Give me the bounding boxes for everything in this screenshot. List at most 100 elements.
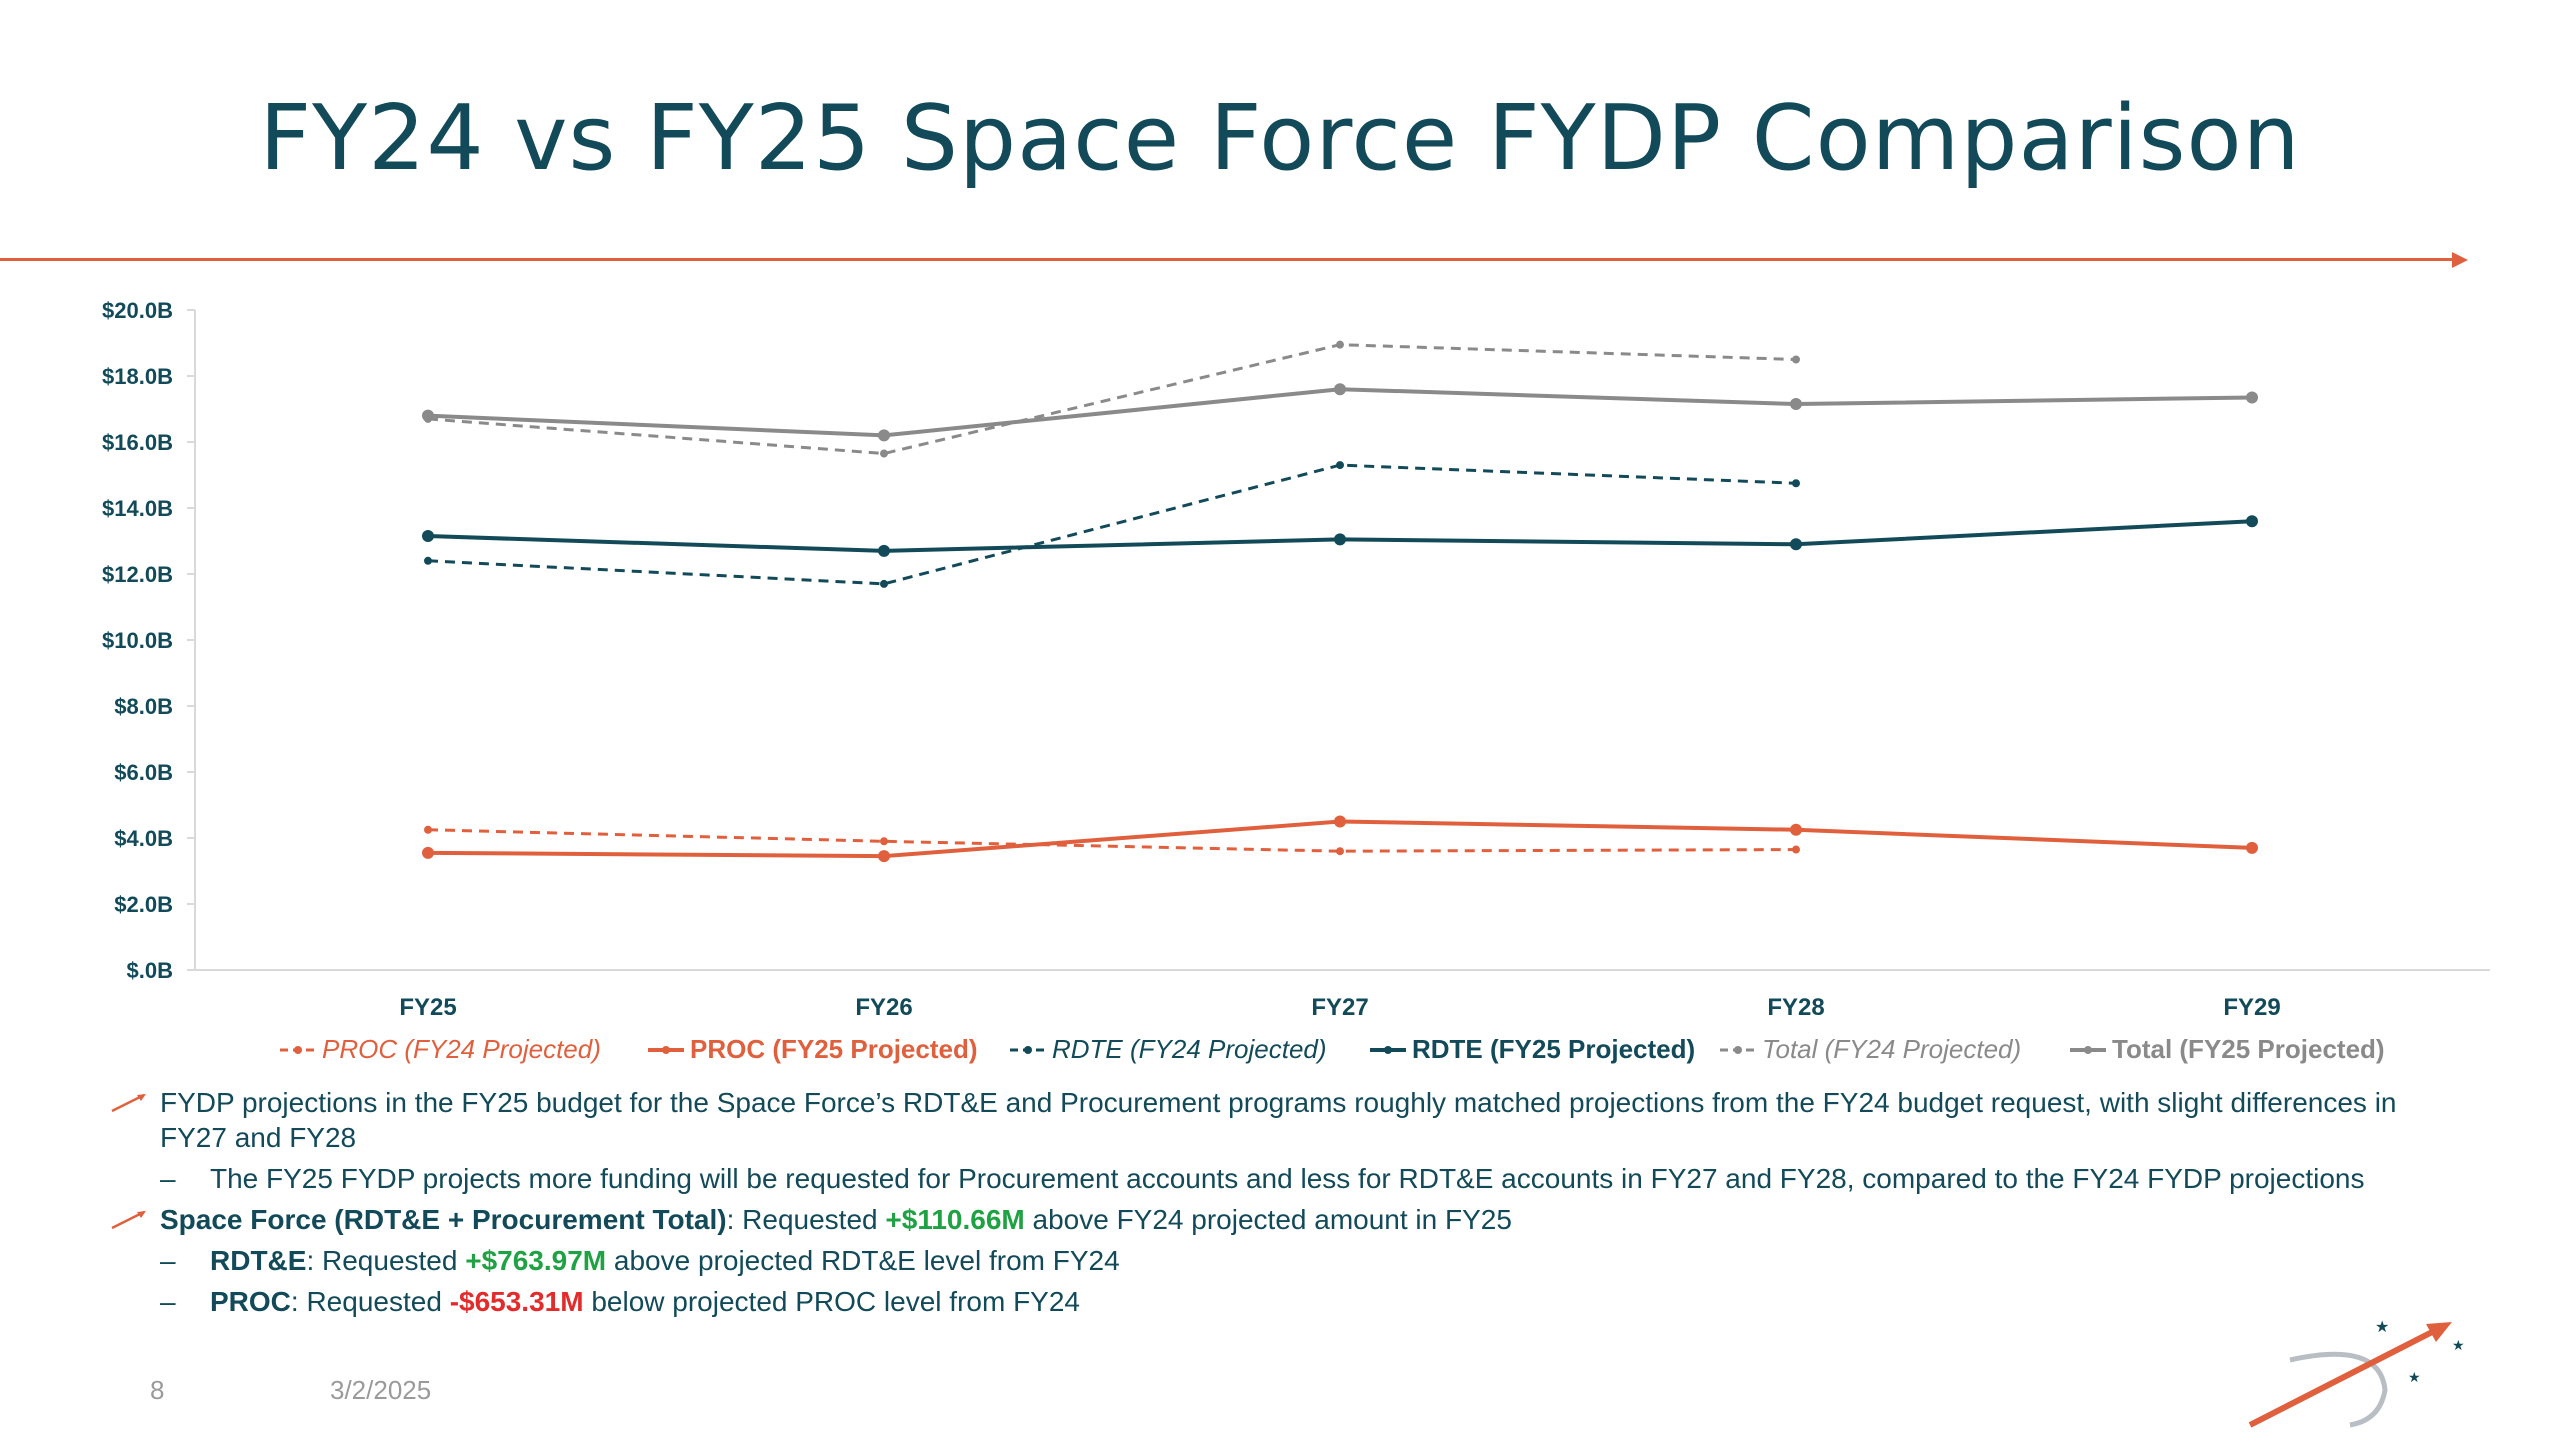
legend-label: RDTE (FY25 Projected): [1412, 1034, 1695, 1064]
legend-marker: [294, 1046, 302, 1054]
data-point: [1790, 538, 1802, 551]
y-tick-label: $20.0B: [102, 298, 173, 323]
y-tick-label: $6.0B: [114, 760, 173, 785]
legend-marker: [1384, 1046, 1392, 1054]
y-tick-label: $.0B: [127, 958, 173, 983]
y-tick-label: $16.0B: [102, 430, 173, 455]
legend-item: Total (FY24 Projected): [1720, 1034, 2021, 1064]
y-tick-label: $12.0B: [102, 562, 173, 587]
bullet-post-text: above FY24 projected amount in FY25: [1024, 1204, 1512, 1235]
legend-marker: [2084, 1046, 2092, 1054]
chart-series: [422, 340, 2258, 863]
series-proc-fy24-projected: [424, 825, 1800, 856]
slide-date: 3/2/2025: [330, 1375, 432, 1405]
data-point: [1792, 479, 1800, 488]
divider-arrowhead: [2452, 252, 2468, 268]
legend-marker: [662, 1046, 670, 1054]
arrow-bullet-icon: [111, 1093, 146, 1113]
legend-item: RDTE (FY25 Projected): [1370, 1034, 1695, 1064]
legend-item: PROC (FY24 Projected): [280, 1034, 601, 1064]
chart-legend: PROC (FY24 Projected) PROC (FY25 Projecte…: [280, 1034, 2385, 1064]
dash-marker: –: [160, 1245, 176, 1276]
sub-bullet-pre-text: : Requested: [290, 1286, 450, 1317]
data-point: [422, 409, 434, 422]
series-line: [427, 387, 2253, 438]
sub-bullet-proc: – PROC: Requested -$653.31M below projec…: [110, 1284, 2410, 1319]
x-tick-label: FY27: [1311, 994, 1368, 1021]
data-point: [1336, 461, 1344, 470]
data-point: [424, 556, 432, 565]
legend-label: PROC (FY24 Projected): [322, 1034, 601, 1064]
series-total-fy25-projected: [422, 383, 2258, 442]
data-point: [422, 846, 434, 859]
sub-bullet-fydp-funding: – The FY25 FYDP projects more funding wi…: [110, 1161, 2410, 1196]
bullet-space-force-total: Space Force (RDT&E + Procurement Total):…: [110, 1202, 2410, 1237]
series-rdte-fy25-projected: [422, 515, 2258, 557]
sub-bullet-post-text: above projected RDT&E level from FY24: [606, 1245, 1120, 1276]
sub-bullet-rdte: – RDT&E: Requested +$763.97M above proje…: [110, 1243, 2410, 1278]
y-tick-label: $8.0B: [114, 694, 173, 719]
y-tick-label: $14.0B: [102, 496, 173, 521]
legend-marker: [1024, 1046, 1032, 1054]
data-point: [2246, 841, 2258, 854]
data-point: [1792, 355, 1800, 364]
arrow-bullet-icon: [111, 1210, 146, 1230]
legend-label: Total (FY24 Projected): [1762, 1034, 2021, 1064]
y-tick-label: $10.0B: [102, 628, 173, 653]
bullet-pre-text: : Requested: [726, 1204, 886, 1235]
space-force-logo-icon: ★ ★ ★: [2248, 1317, 2465, 1428]
x-tick-label: FY25: [399, 994, 456, 1021]
positive-amount: +$763.97M: [465, 1245, 607, 1276]
sub-bullet-bold-label: PROC: [210, 1286, 291, 1317]
svg-text:★: ★: [2375, 1317, 2389, 1336]
y-tick-label: $4.0B: [114, 826, 173, 851]
data-point: [1790, 398, 1802, 411]
bullet-list: FYDP projections in the FY25 budget for …: [110, 1085, 2410, 1325]
data-point: [1336, 340, 1344, 349]
legend-label: RDTE (FY24 Projected): [1052, 1034, 1327, 1064]
series-line: [427, 343, 1797, 456]
data-point: [880, 579, 888, 588]
negative-amount: -$653.31M: [449, 1286, 584, 1317]
x-tick-label: FY26: [855, 994, 912, 1021]
data-point: [1334, 533, 1346, 546]
chart-axes: $.0B $2.0B $4.0B $6.0B $8.0B $10.0B $12.0B $14.…: [102, 298, 2490, 1021]
data-point: [878, 429, 890, 442]
data-point: [1790, 823, 1802, 836]
data-point: [1334, 383, 1346, 396]
legend-marker: [1734, 1046, 1742, 1054]
dash-marker: –: [160, 1286, 176, 1317]
legend-label: PROC (FY25 Projected): [690, 1034, 978, 1064]
svg-text:★: ★: [2408, 1370, 2421, 1386]
bullet-text: FYDP projections in the FY25 budget for …: [160, 1087, 2397, 1153]
fydp-line-chart: $.0B $2.0B $4.0B $6.0B $8.0B $10.0B $12.0B $14.…: [102, 298, 2490, 1064]
series-line: [427, 463, 1797, 586]
data-point: [2246, 391, 2258, 404]
page-number: 8: [150, 1375, 165, 1405]
legend-item: PROC (FY25 Projected): [648, 1034, 978, 1064]
series-rdte-fy24-projected: [424, 461, 1800, 588]
legend-label: Total (FY25 Projected): [2112, 1034, 2385, 1064]
sub-bullet-text: The FY25 FYDP projects more funding will…: [210, 1163, 2365, 1194]
data-point: [422, 530, 434, 543]
series-line: [427, 828, 1797, 853]
slide-title: FY24 vs FY25 Space Force FYDP Comparison: [259, 86, 2301, 191]
x-tick-label: FY28: [1767, 994, 1824, 1021]
data-point: [878, 850, 890, 863]
data-point: [1336, 847, 1344, 856]
sub-bullet-post-text: below projected PROC level from FY24: [583, 1286, 1080, 1317]
data-point: [1334, 815, 1346, 828]
data-point: [424, 825, 432, 834]
positive-amount: +$110.66M: [885, 1204, 1025, 1235]
sub-bullet-bold-label: RDT&E: [210, 1245, 307, 1276]
x-tick-label: FY29: [2223, 994, 2280, 1021]
data-point: [1792, 845, 1800, 854]
legend-item: RDTE (FY24 Projected): [1010, 1034, 1327, 1064]
svg-text:★: ★: [2452, 1338, 2465, 1354]
bullet-bold-label: Space Force (RDT&E + Procurement Total): [160, 1204, 727, 1235]
dash-marker: –: [160, 1163, 176, 1194]
bullet-fydp-projections: FYDP projections in the FY25 budget for …: [110, 1085, 2410, 1155]
data-point: [878, 544, 890, 557]
data-point: [880, 449, 888, 458]
series-proc-fy25-projected: [422, 815, 2258, 863]
